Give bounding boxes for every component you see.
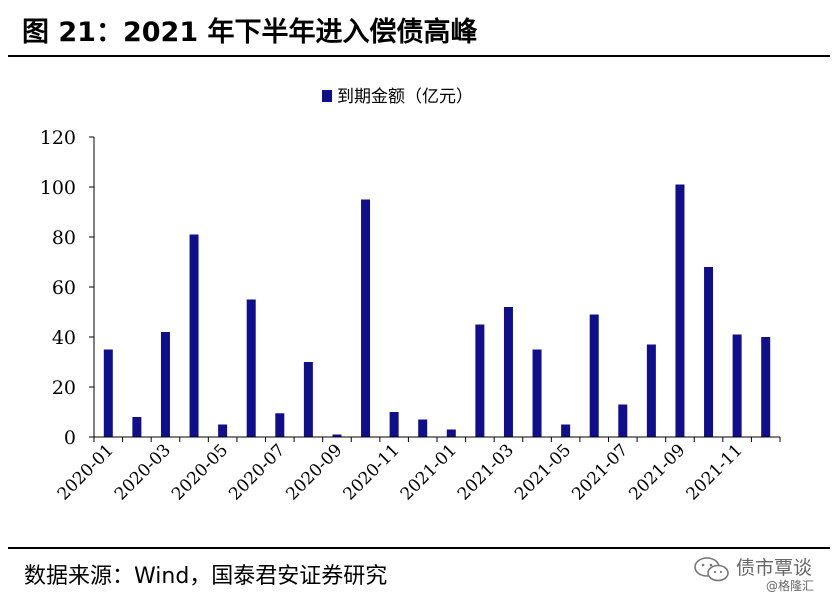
bar-2021-07 — [618, 404, 628, 437]
x-tick-label: 2020-09 — [282, 440, 346, 504]
y-tick-label: 80 — [52, 227, 76, 249]
bar-2021-02 — [475, 324, 485, 437]
bar-2021-06 — [589, 314, 599, 437]
y-tick-label: 0 — [64, 427, 76, 449]
bar-2020-03 — [160, 332, 170, 437]
x-tick-label: 2021-05 — [511, 440, 575, 504]
y-tick-label: 120 — [40, 127, 76, 149]
bar-2020-06 — [246, 299, 256, 437]
watermark-handle: @格隆汇 — [766, 579, 815, 593]
bar-2020-10 — [361, 199, 371, 437]
bar-2020-12 — [418, 419, 428, 437]
x-tick-label: 2021-01 — [397, 440, 461, 504]
bar-2020-07 — [275, 413, 285, 437]
legend-label: 到期金额（亿元） — [337, 87, 473, 107]
x-tick-label: 2020-01 — [54, 440, 118, 504]
y-tick-label: 40 — [52, 327, 76, 349]
bar-2021-12 — [761, 337, 771, 437]
bar-2021-05 — [561, 424, 571, 437]
watermark-text: 债市覃谈 — [736, 557, 813, 579]
bar-2021-11 — [732, 334, 742, 437]
x-tick-label: 2021-07 — [568, 440, 632, 504]
x-tick-label: 2020-07 — [225, 440, 289, 504]
x-tick-label: 2021-03 — [454, 440, 518, 504]
x-tick-label: 2021-11 — [683, 440, 747, 504]
bar-series — [103, 184, 771, 437]
bar-2020-08 — [303, 362, 313, 437]
x-tick-label: 2021-09 — [625, 440, 689, 504]
wechat-bubble-icon — [694, 557, 729, 582]
bar-2021-01 — [446, 429, 456, 437]
bar-2021-08 — [646, 344, 656, 437]
y-tick-label: 100 — [40, 177, 76, 199]
bottom-divider — [8, 547, 830, 549]
bar-2020-09 — [332, 434, 342, 437]
bar-2021-10 — [704, 267, 714, 437]
bar-2020-04 — [189, 234, 199, 437]
bar-2020-11 — [389, 412, 399, 437]
bar-2021-03 — [503, 307, 513, 437]
chart-legend: 到期金额（亿元） — [322, 87, 473, 107]
top-divider — [8, 55, 830, 57]
bar-2020-01 — [103, 349, 113, 437]
y-tick-label: 60 — [52, 277, 76, 299]
watermark: 债市覃谈 @格隆汇 — [692, 551, 832, 595]
figure-title: 图 21：2021 年下半年进入偿债高峰 — [22, 17, 478, 48]
bar-2021-04 — [532, 349, 542, 437]
x-tick-label: 2020-11 — [340, 440, 404, 504]
y-axis: 0 20 40 60 80 100 120 — [40, 127, 95, 449]
bar-2020-02 — [132, 417, 142, 437]
legend-swatch — [322, 90, 332, 102]
bar-2021-09 — [675, 184, 685, 437]
bar-2020-05 — [218, 424, 228, 437]
x-tick-label: 2020-03 — [111, 440, 175, 504]
data-source-note: 数据来源：Wind，国泰君安证券研究 — [24, 564, 388, 589]
y-tick-label: 20 — [52, 377, 76, 399]
x-axis: 2020-012020-032020-052020-072020-092020-… — [54, 436, 781, 504]
x-tick-label: 2020-05 — [168, 440, 232, 504]
